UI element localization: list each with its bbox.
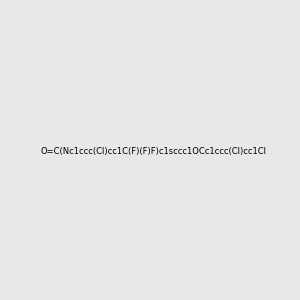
Text: O=C(Nc1ccc(Cl)cc1C(F)(F)F)c1sccc1OCc1ccc(Cl)cc1Cl: O=C(Nc1ccc(Cl)cc1C(F)(F)F)c1sccc1OCc1ccc… bbox=[41, 147, 267, 156]
